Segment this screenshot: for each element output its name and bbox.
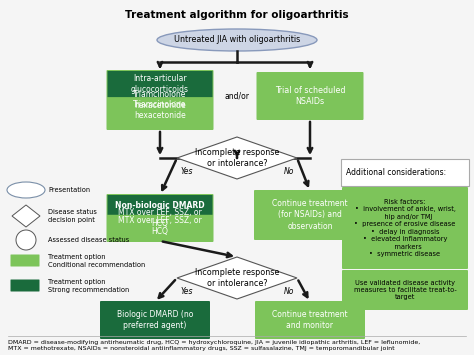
FancyBboxPatch shape xyxy=(108,195,212,215)
Circle shape xyxy=(16,230,36,250)
Text: No: No xyxy=(284,286,294,295)
Text: Use validated disease activity
measures to facilitate treat-to-
target: Use validated disease activity measures … xyxy=(354,279,456,300)
Text: MTX over LEF, SSZ, or
HCQ: MTX over LEF, SSZ, or HCQ xyxy=(118,208,202,228)
Text: and/or: and/or xyxy=(225,92,249,100)
Text: Triamcinolone
hexacetonide: Triamcinolone hexacetonide xyxy=(133,100,187,120)
Text: Continue treatment
and monitor: Continue treatment and monitor xyxy=(272,310,348,330)
Ellipse shape xyxy=(157,29,317,51)
FancyBboxPatch shape xyxy=(100,301,210,339)
Text: Intra-articular
glucocorticoids: Intra-articular glucocorticoids xyxy=(131,74,189,94)
FancyBboxPatch shape xyxy=(342,187,468,269)
Polygon shape xyxy=(177,257,297,299)
Text: Assessed disease status: Assessed disease status xyxy=(48,237,129,243)
Text: Treatment option
Conditional recommendation: Treatment option Conditional recommendat… xyxy=(48,254,145,268)
FancyBboxPatch shape xyxy=(10,279,39,291)
FancyBboxPatch shape xyxy=(107,70,213,130)
FancyBboxPatch shape xyxy=(10,255,39,267)
Text: Presentation: Presentation xyxy=(48,187,90,193)
FancyBboxPatch shape xyxy=(341,159,469,186)
Text: Continue treatment
(for NSAIDs) and
observation: Continue treatment (for NSAIDs) and obse… xyxy=(272,200,348,231)
Polygon shape xyxy=(12,205,40,227)
FancyBboxPatch shape xyxy=(342,270,468,310)
Text: Treatment option
Strong recommendation: Treatment option Strong recommendation xyxy=(48,279,129,293)
Text: MTX over LEF, SSZ, or
HCQ: MTX over LEF, SSZ, or HCQ xyxy=(118,216,202,236)
FancyBboxPatch shape xyxy=(108,71,212,97)
Text: No: No xyxy=(284,166,294,175)
Polygon shape xyxy=(177,137,297,179)
Text: Untreated JIA with oligoarthritis: Untreated JIA with oligoarthritis xyxy=(174,36,300,44)
FancyBboxPatch shape xyxy=(256,72,364,120)
Text: Biologic DMARD (no
preferred agent): Biologic DMARD (no preferred agent) xyxy=(117,310,193,330)
FancyBboxPatch shape xyxy=(255,301,365,339)
Text: Non-biologic DMARD: Non-biologic DMARD xyxy=(115,201,205,210)
Text: Triamcinolone
hexacetonide: Triamcinolone hexacetonide xyxy=(133,90,187,110)
Text: Risk factors:
•  involvement of ankle, wrist,
   hip and/or TMJ
•  presence of e: Risk factors: • involvement of ankle, wr… xyxy=(354,199,456,257)
Text: DMARD = disease-modifying antirheumatic drug, HCQ = hydroxychloroquine, JIA = ju: DMARD = disease-modifying antirheumatic … xyxy=(8,340,420,351)
Text: Trial of scheduled
NSAIDs: Trial of scheduled NSAIDs xyxy=(275,86,345,106)
Text: Incomplete response
or intolerance?: Incomplete response or intolerance? xyxy=(195,148,279,168)
Text: Treatment algorithm for oligoarthritis: Treatment algorithm for oligoarthritis xyxy=(125,10,349,20)
Text: Yes: Yes xyxy=(181,166,193,175)
FancyBboxPatch shape xyxy=(107,194,213,242)
Text: Disease status
decision point: Disease status decision point xyxy=(48,209,97,223)
Text: Yes: Yes xyxy=(181,286,193,295)
FancyBboxPatch shape xyxy=(254,190,366,240)
Ellipse shape xyxy=(7,182,45,198)
Text: Additional considerations:: Additional considerations: xyxy=(346,168,446,177)
Text: Incomplete response
or intolerance?: Incomplete response or intolerance? xyxy=(195,268,279,288)
